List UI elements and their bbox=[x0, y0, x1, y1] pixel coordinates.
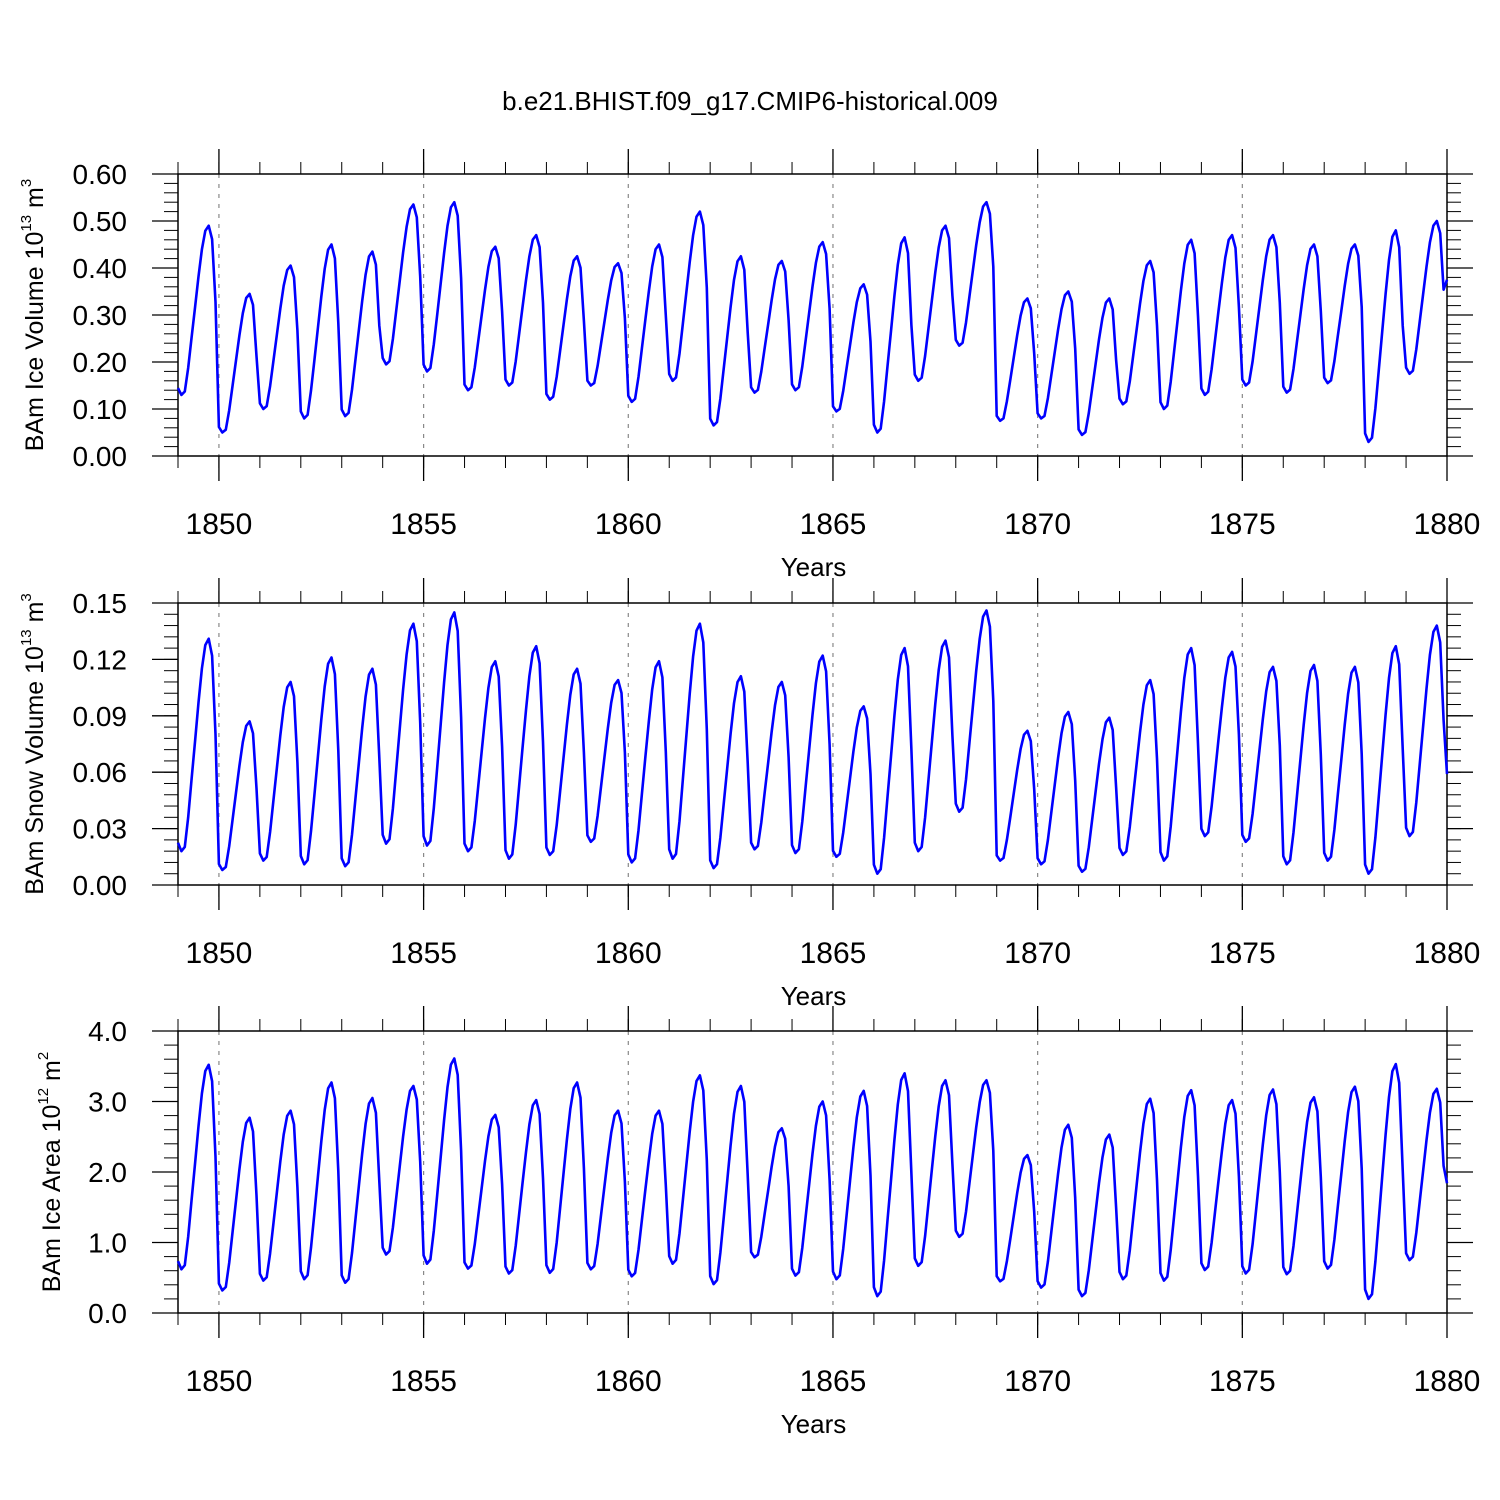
x-tick-label: 1860 bbox=[595, 937, 662, 970]
y-tick-label: 0.12 bbox=[73, 644, 128, 675]
y-tick-label: 3.0 bbox=[88, 1087, 127, 1118]
chart-title: b.e21.BHIST.f09_g17.CMIP6-historical.009 bbox=[502, 86, 998, 116]
x-tick-label: 1865 bbox=[800, 508, 867, 541]
y-tick-label: 4.0 bbox=[88, 1016, 127, 1047]
y-tick-label: 0.00 bbox=[73, 441, 128, 472]
y-tick-label: 0.60 bbox=[73, 159, 128, 190]
panel-2: 0.00 0.03 0.06 0.09 0.12 0.15 1850 1855 1860 1865… bbox=[18, 578, 1480, 1011]
x-tick-label: 1880 bbox=[1414, 1365, 1481, 1398]
y-tick-label: 0.20 bbox=[73, 347, 128, 378]
x-tick-label: 1880 bbox=[1414, 508, 1481, 541]
plot-frame bbox=[177, 602, 1448, 886]
x-tick-label: 1855 bbox=[390, 1365, 457, 1398]
x-tick-label: 1860 bbox=[595, 1365, 662, 1398]
series-line bbox=[176, 609, 1449, 876]
series-line bbox=[176, 1057, 1449, 1301]
y-tick-label: 2.0 bbox=[88, 1157, 127, 1188]
x-axis-label: Years bbox=[781, 1409, 847, 1439]
x-tick-label: 1855 bbox=[390, 508, 457, 541]
x-tick-label: 1855 bbox=[390, 937, 457, 970]
y-tick-label: 0.06 bbox=[73, 757, 128, 788]
plot-frame bbox=[177, 1030, 1448, 1314]
x-tick-label: 1850 bbox=[186, 1365, 253, 1398]
x-axis-label: Years bbox=[781, 552, 847, 582]
y-tick-label: 0.30 bbox=[73, 300, 128, 331]
x-tick-label: 1875 bbox=[1209, 1365, 1276, 1398]
x-tick-label: 1865 bbox=[800, 1365, 867, 1398]
x-tick-label: 1850 bbox=[186, 508, 253, 541]
y-tick-label: 0.15 bbox=[73, 588, 128, 619]
y-tick-label: 0.09 bbox=[73, 701, 128, 732]
x-tick-label: 1860 bbox=[595, 508, 662, 541]
y-axis-label: BAm Snow Volume 1013 m3 bbox=[18, 593, 49, 895]
x-axis-label: Years bbox=[781, 981, 847, 1011]
y-tick-label: 0.0 bbox=[88, 1298, 127, 1329]
x-tick-label: 1875 bbox=[1209, 508, 1276, 541]
plot-frame bbox=[177, 173, 1448, 457]
y-tick-label: 0.00 bbox=[73, 870, 128, 901]
x-tick-label: 1870 bbox=[1004, 1365, 1071, 1398]
x-tick-label: 1870 bbox=[1004, 937, 1071, 970]
y-tick-label: 0.10 bbox=[73, 394, 128, 425]
y-axis-label: BAm Ice Volume 1013 m3 bbox=[18, 179, 49, 451]
x-tick-label: 1875 bbox=[1209, 937, 1276, 970]
y-tick-label: 0.03 bbox=[73, 814, 128, 845]
y-tick-label: 0.50 bbox=[73, 206, 128, 237]
panel-1: 0.00 0.10 0.20 0.30 0.40 0.50 0.60 1850 1855 1860… bbox=[18, 149, 1480, 582]
y-tick-label: 0.40 bbox=[73, 253, 128, 284]
series-line bbox=[176, 200, 1449, 444]
x-tick-label: 1850 bbox=[186, 937, 253, 970]
x-tick-label: 1870 bbox=[1004, 508, 1071, 541]
x-tick-label: 1865 bbox=[800, 937, 867, 970]
y-tick-label: 1.0 bbox=[88, 1228, 127, 1259]
y-axis-label: BAm Ice Area 1012 m2 bbox=[35, 1052, 66, 1292]
panel-3: 0.0 1.0 2.0 3.0 4.0 1850 1855 1860 1865 1870 1875 1… bbox=[35, 1006, 1480, 1439]
x-tick-label: 1880 bbox=[1414, 937, 1481, 970]
